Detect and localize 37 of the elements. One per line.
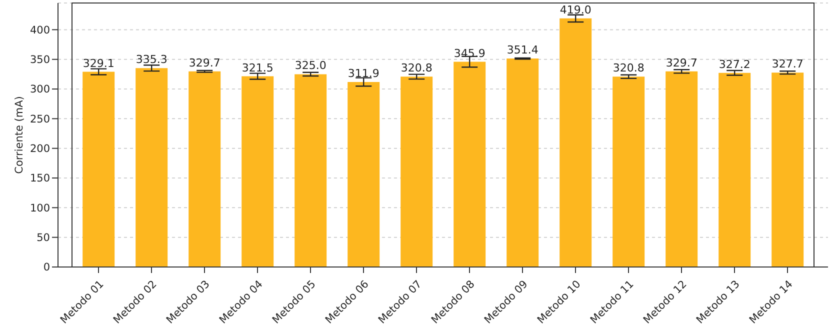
bar	[772, 72, 804, 267]
bar	[242, 76, 274, 267]
data-label: 325.0	[294, 59, 326, 72]
y-tick-label: 350	[30, 54, 50, 66]
bar	[666, 71, 698, 267]
bar	[400, 76, 433, 267]
data-label: 321.5	[242, 61, 274, 74]
bar	[560, 18, 592, 267]
bar	[454, 62, 486, 267]
data-label: 320.8	[400, 62, 432, 75]
bar	[294, 74, 327, 267]
data-label: 311.9	[348, 66, 380, 80]
bar	[718, 72, 751, 267]
bar	[82, 72, 115, 267]
data-label: 329.7	[666, 56, 698, 70]
data-label: 327.2	[718, 58, 750, 71]
bar	[188, 71, 221, 267]
data-label: 320.8	[612, 62, 644, 75]
data-label: 329.7	[188, 56, 220, 70]
bar	[348, 82, 380, 267]
y-tick-label: 200	[30, 143, 50, 156]
data-label: 327.7	[772, 58, 804, 71]
y-tick-label: 300	[30, 84, 50, 96]
y-axis-title: Corriente (mA)	[14, 96, 26, 174]
bar	[136, 68, 168, 267]
y-tick-label: 250	[30, 113, 50, 126]
y-tick-label: 50	[36, 232, 50, 244]
bar	[612, 76, 645, 267]
y-tick-label: 150	[30, 172, 50, 185]
y-tick-label: 0	[43, 262, 50, 274]
y-tick-label: 400	[30, 24, 50, 36]
y-tick-label: 100	[30, 202, 50, 214]
data-label: 335.3	[136, 53, 168, 66]
data-label: 351.4	[506, 44, 538, 57]
data-label: 419.0	[560, 3, 592, 16]
data-label: 329.1	[82, 56, 114, 70]
bar	[506, 58, 539, 267]
